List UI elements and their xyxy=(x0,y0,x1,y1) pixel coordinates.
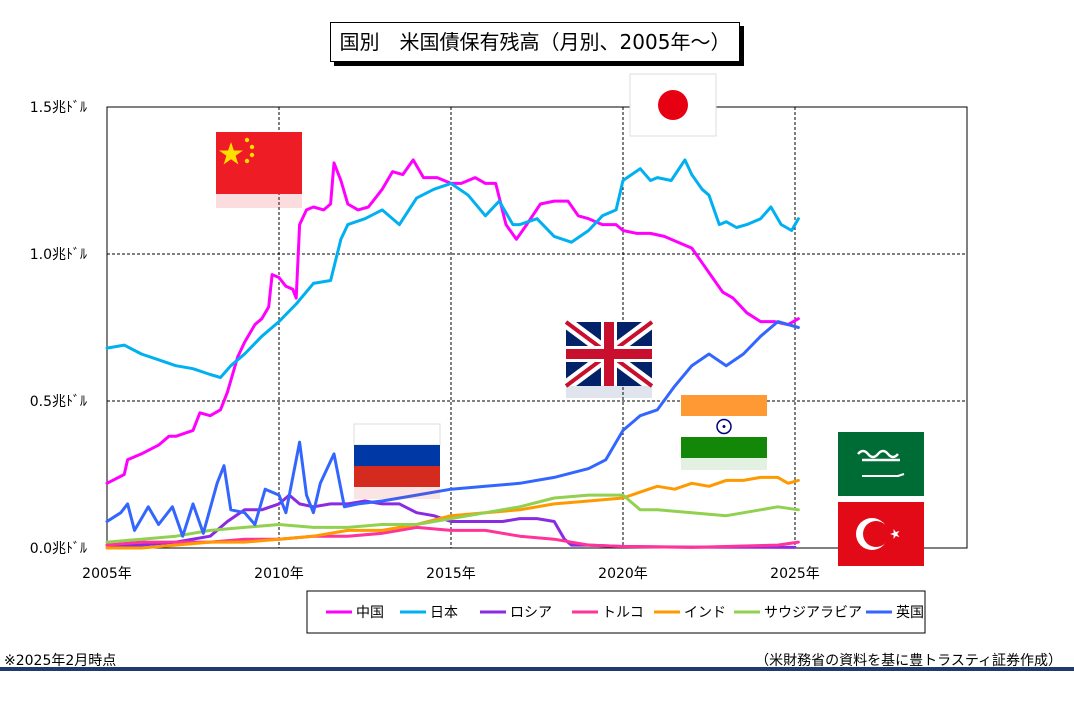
y-tick-label: 1.5兆ﾄﾞﾙ xyxy=(30,100,87,116)
source-note: （米財務省の資料を基に豊トラスティ証券作成） xyxy=(755,653,1062,669)
series-line-ロシア xyxy=(105,493,797,549)
legend-label: ロシア xyxy=(510,605,552,621)
series-line-日本 xyxy=(105,158,800,379)
series-line-英国 xyxy=(105,320,800,538)
x-tick-label: 2005年 xyxy=(82,566,132,582)
star-icon xyxy=(890,529,900,539)
legend-label: インド xyxy=(684,605,726,621)
y-tick-label: 0.0兆ﾄﾞﾙ xyxy=(30,541,87,557)
china-flag xyxy=(216,132,302,208)
legend-label: 日本 xyxy=(430,605,458,621)
footnote: ※2025年2月時点 xyxy=(4,653,117,669)
legend-label: トルコ xyxy=(602,605,644,621)
legend-label: サウジアラビア xyxy=(764,605,862,621)
chart-title: 国別 米国債保有残高（月別、2005年～） xyxy=(330,22,740,62)
series-line-中国 xyxy=(105,158,800,485)
x-tick-label: 2010年 xyxy=(254,566,304,582)
india-flag xyxy=(681,395,767,470)
series-line-インド xyxy=(105,475,800,550)
star-icon xyxy=(219,142,243,165)
turkey-flag xyxy=(838,502,924,566)
japan-flag xyxy=(629,73,717,137)
russia-flag xyxy=(353,423,441,499)
legend: 中国 日本 ロシア トルコ インド サウジアラビア 英国 xyxy=(306,590,926,634)
x-tick-label: 2015年 xyxy=(426,566,476,582)
axes: 0.0兆ﾄﾞﾙ 0.5兆ﾄﾞﾙ 1.0兆ﾄﾞﾙ 1.5兆ﾄﾞﾙ 2005年 2010年 20… xyxy=(30,100,820,582)
calligraphy-icon xyxy=(857,449,900,462)
chakra-icon xyxy=(716,418,732,435)
x-tick-label: 2025年 xyxy=(770,566,820,582)
country-flags xyxy=(216,73,924,566)
bottom-bar xyxy=(0,667,1074,671)
y-tick-label: 1.0兆ﾄﾞﾙ xyxy=(30,247,87,263)
series-lines xyxy=(105,158,800,550)
uk-flag xyxy=(562,317,656,398)
saudi-flag xyxy=(838,432,924,496)
sword-icon xyxy=(862,473,905,477)
legend-label: 英国 xyxy=(896,604,924,621)
series-line-サウジアラビア xyxy=(105,493,800,544)
legend-label: 中国 xyxy=(356,605,384,621)
plot-area xyxy=(106,106,968,549)
x-tick-label: 2020年 xyxy=(598,566,648,582)
grid xyxy=(106,106,968,549)
y-tick-label: 0.5兆ﾄﾞﾙ xyxy=(30,394,87,410)
